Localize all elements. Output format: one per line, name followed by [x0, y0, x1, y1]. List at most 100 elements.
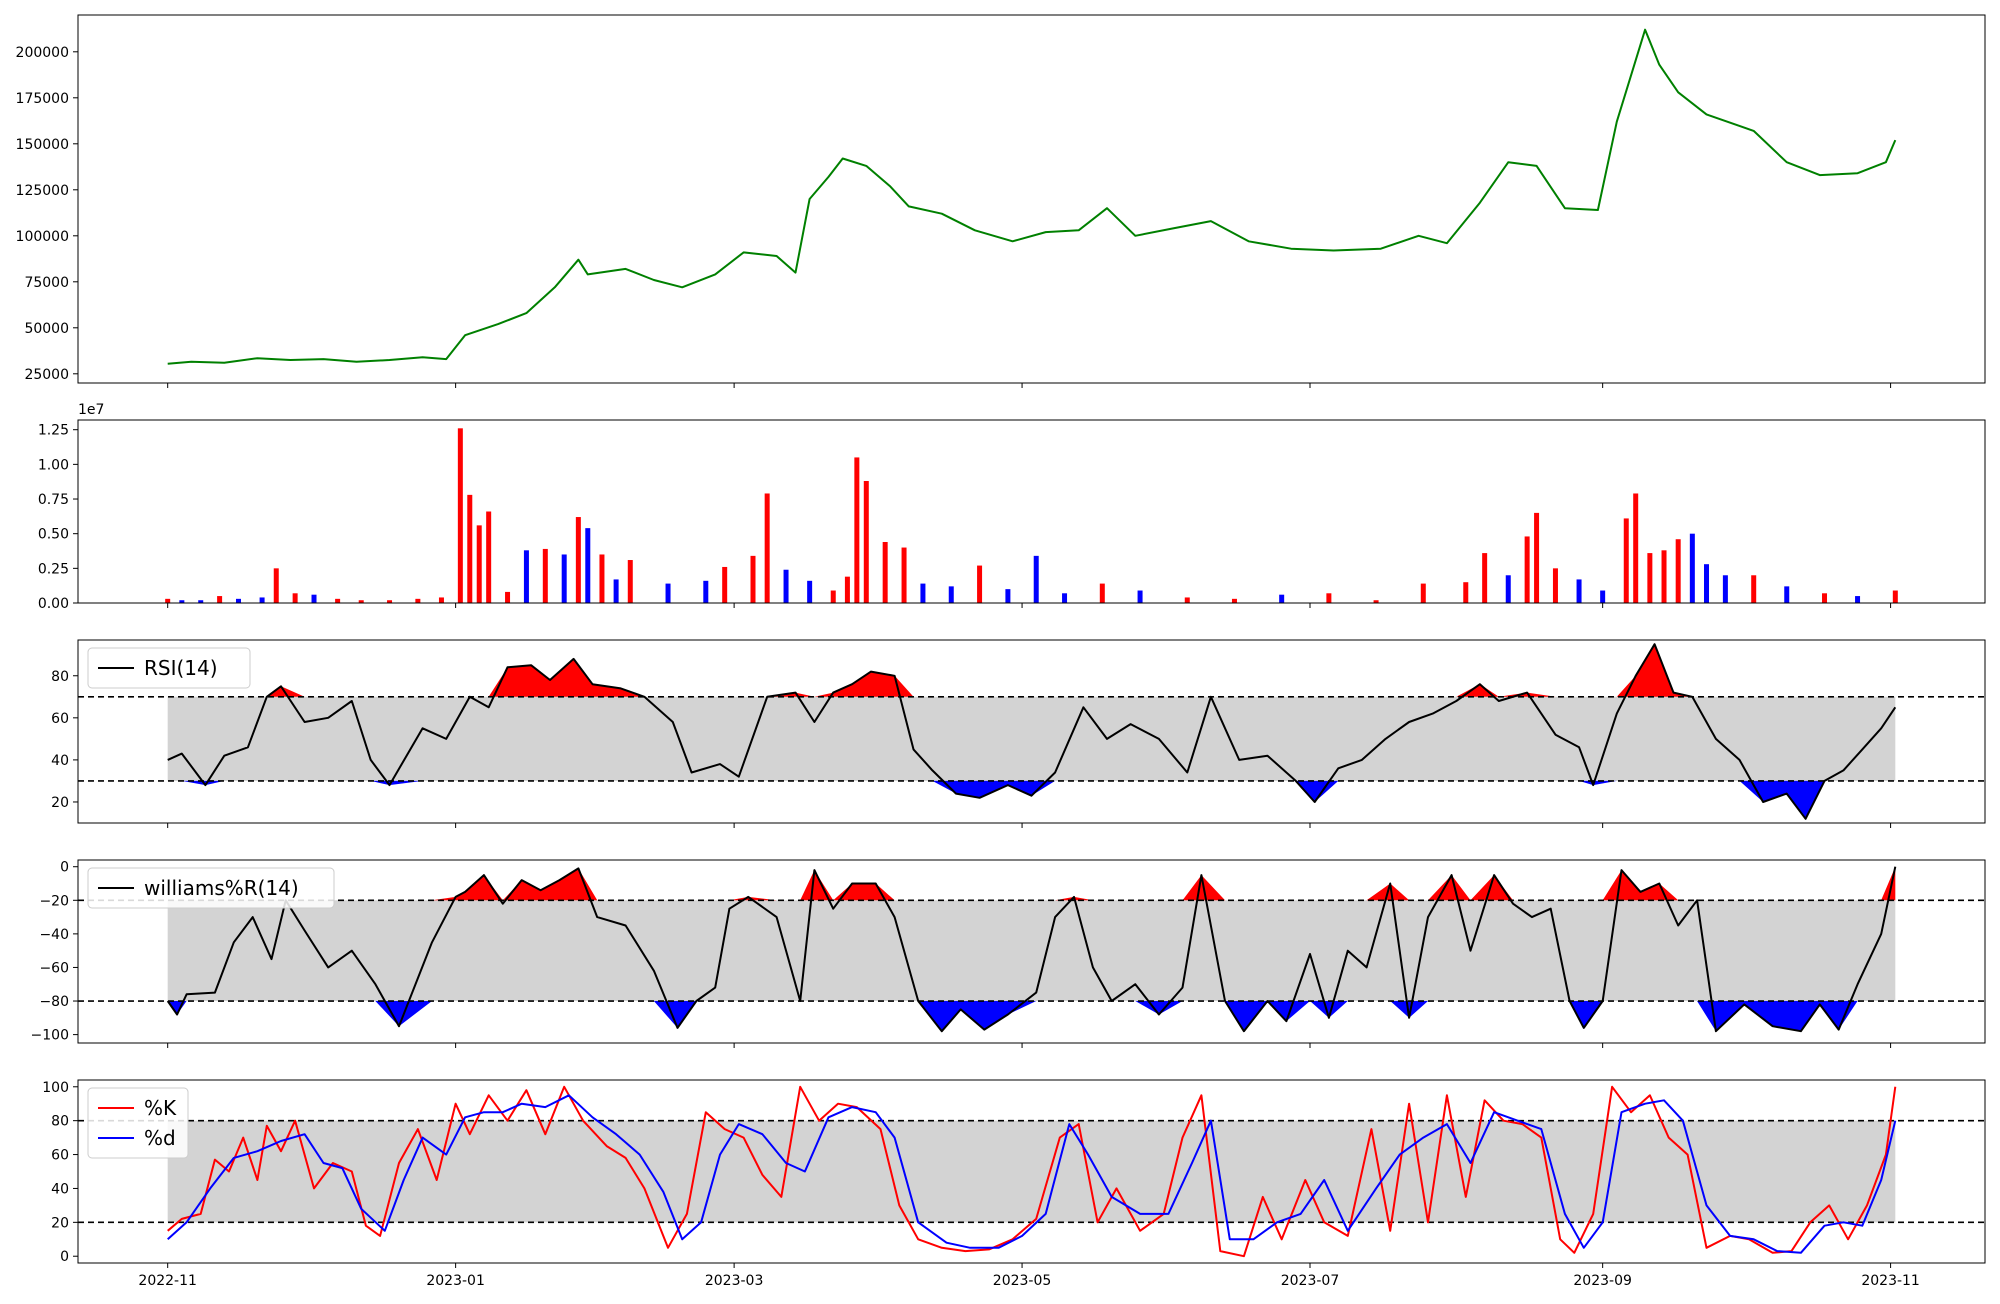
williams-ytick-label-3: −40: [39, 927, 69, 943]
volume-axes-frame: [77, 419, 1986, 604]
volume-bar-59: [1552, 568, 1558, 603]
volume-bar-15: [467, 494, 473, 603]
price-series-line-0: [167, 28, 1897, 365]
volume-bar-19: [523, 550, 529, 603]
rsi-legend-label-0: RSI(14): [144, 656, 218, 680]
volume-bar-22: [575, 517, 581, 603]
volume-bar-41: [948, 586, 954, 603]
stochastic-legend-box: [87, 1087, 189, 1159]
price-ytick-label-0: 25000: [24, 367, 69, 383]
volume-bar-56: [1505, 575, 1511, 603]
price-ytick-label-2: 75000: [24, 275, 69, 291]
volume-bar-13: [438, 597, 444, 603]
volume-bar-48: [1184, 597, 1190, 603]
panel-rsi: 20 40 60 80 RSI(14): [51, 639, 1986, 828]
volume-bar-9: [335, 598, 341, 603]
volume-bar-25: [613, 579, 619, 603]
volume-bar-1: [179, 600, 185, 603]
volume-bar-58: [1534, 512, 1540, 603]
rsi-ytick-label-3: 80: [51, 669, 69, 685]
panel-stochastic: 0 20 40 60 80 100 2022-11 2023-01 2023-03 2023-05…: [42, 1079, 1986, 1289]
rsi-neutral-band: [167, 696, 1896, 781]
xtick-label-5: 2023-09: [1573, 1273, 1632, 1289]
volume-bar-68: [1704, 564, 1710, 603]
rsi-oversold-fill: [167, 780, 1896, 819]
williams-legend-box: [87, 867, 335, 909]
volume-bar-27: [665, 583, 671, 603]
volume-bar-23: [585, 528, 591, 603]
volume-bar-44: [1033, 555, 1039, 603]
volume-bar-52: [1373, 600, 1379, 603]
volume-ytick-label-3: 0.75: [38, 492, 69, 508]
stochastic-neutral-band: [167, 1120, 1896, 1223]
volume-bar-51: [1326, 593, 1332, 603]
volume-bar-31: [764, 493, 770, 603]
williams-neutral-band: [167, 900, 1896, 1002]
chart-panels: 25000 50000 75000 100000 125000 150000 175000 2…: [16, 14, 1986, 1289]
stochastic-legend-label-0: %K: [144, 1096, 177, 1120]
volume-bar-46: [1099, 583, 1105, 603]
stochastic-legend-label-1: %d: [144, 1126, 176, 1150]
stochastic-series-line-0: [167, 1085, 1897, 1258]
volume-bar-29: [722, 566, 728, 603]
price-ytick-label-7: 200000: [16, 45, 69, 61]
volume-bar-60: [1576, 579, 1582, 603]
volume-bar-39: [901, 547, 907, 603]
volume-bar-5: [259, 597, 265, 603]
panel-price: 25000 50000 75000 100000 125000 150000 175000 2…: [16, 14, 1986, 388]
volume-bar-8: [311, 594, 317, 603]
volume-bar-18: [505, 591, 511, 603]
volume-ytick-label-5: 1.25: [38, 423, 69, 439]
volume-axis-offset-label: 1e7: [78, 402, 104, 418]
price-ytick-label-4: 125000: [16, 183, 69, 199]
volume-bar-74: [1892, 590, 1898, 603]
volume-bar-55: [1482, 553, 1488, 603]
williams-ytick-label-0: −100: [31, 1028, 69, 1044]
volume-bar-53: [1420, 583, 1426, 603]
volume-bar-69: [1722, 575, 1728, 603]
rsi-legend: RSI(14): [87, 647, 251, 689]
xtick-label-6: 2023-11: [1861, 1273, 1920, 1289]
volume-bar-61: [1600, 590, 1606, 603]
stochastic-ytick-label-0: 0: [60, 1249, 69, 1265]
volume-bar-35: [844, 576, 850, 603]
volume-bar-16: [476, 525, 482, 603]
rsi-series-line-0: [167, 643, 1897, 820]
volume-bar-40: [920, 583, 926, 603]
price-axes-frame: [77, 14, 1986, 384]
williams-ytick-label-5: 0: [60, 860, 69, 876]
volume-bar-45: [1062, 593, 1068, 603]
volume-bar-6: [273, 568, 279, 603]
volume-bar-37: [863, 481, 869, 603]
stochastic-axes-frame: [77, 1079, 1986, 1264]
volume-bar-57: [1524, 536, 1530, 603]
panel-volume: 0.00 0.25 0.50 0.75 1.00 1.25 1e7: [38, 402, 1986, 612]
panel-williams: −100 −80 −60 −40 −20 0 williams%R(14): [31, 859, 1986, 1048]
xtick-label-1: 2023-01: [426, 1273, 485, 1289]
volume-bar-11: [387, 600, 393, 603]
volume-bar-36: [854, 457, 860, 603]
volume-bar-20: [542, 548, 548, 603]
volume-ytick-label-2: 0.50: [38, 527, 69, 543]
price-ytick-label-1: 50000: [24, 321, 69, 337]
xtick-label-4: 2023-07: [1281, 1273, 1340, 1289]
volume-bar-50: [1279, 594, 1285, 603]
volume-bar-71: [1784, 586, 1790, 603]
rsi-ytick-label-1: 40: [51, 753, 69, 769]
williams-series-line-0: [166, 866, 1897, 1033]
volume-bar-33: [807, 580, 813, 603]
stochastic-ytick-label-4: 80: [51, 1114, 69, 1130]
volume-bar-54: [1463, 582, 1469, 603]
price-ytick-label-5: 150000: [16, 137, 69, 153]
rsi-ytick-label-2: 60: [51, 711, 69, 727]
volume-bar-49: [1231, 598, 1237, 603]
volume-bar-73: [1855, 596, 1861, 603]
volume-bar-38: [882, 542, 888, 603]
williams-ytick-label-4: −20: [39, 893, 69, 909]
price-plot-area: [167, 28, 1897, 365]
williams-axes-frame: [77, 859, 1986, 1044]
volume-bar-62: [1623, 518, 1629, 603]
volume-bar-47: [1137, 590, 1143, 603]
williams-overbought-fill: [167, 866, 1896, 901]
volume-bar-30: [750, 555, 756, 603]
